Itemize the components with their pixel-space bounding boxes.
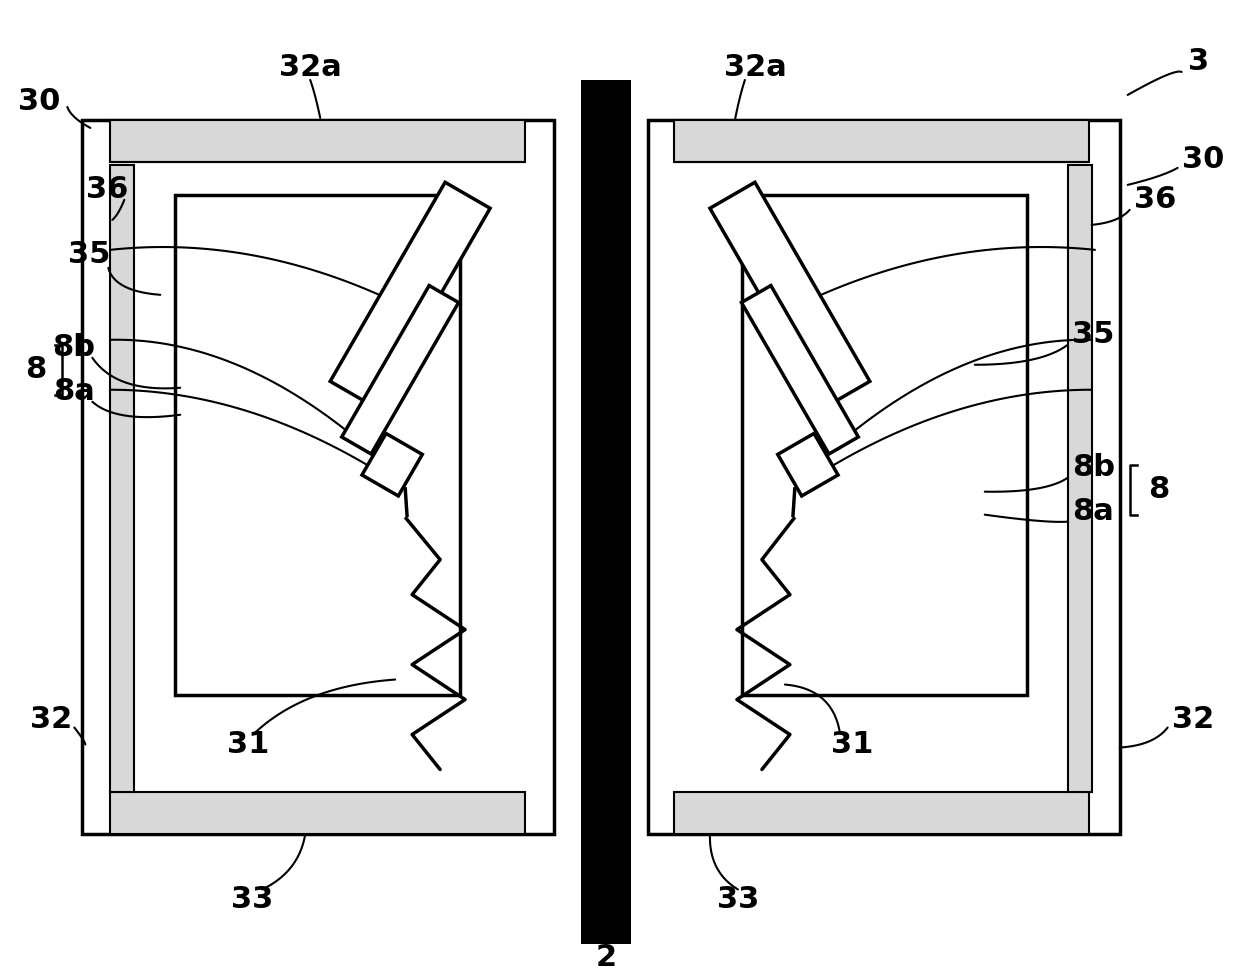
Polygon shape <box>362 433 423 496</box>
Text: 32: 32 <box>30 705 72 734</box>
Bar <box>582 80 631 945</box>
Bar <box>649 120 1120 834</box>
Bar <box>110 165 134 793</box>
Text: 35: 35 <box>68 240 110 269</box>
Bar <box>675 793 1089 834</box>
Text: 32: 32 <box>1172 705 1214 734</box>
Text: 30: 30 <box>19 88 61 116</box>
Text: 8: 8 <box>25 355 46 385</box>
Bar <box>175 195 460 695</box>
Text: 3: 3 <box>1188 48 1209 76</box>
Text: 8a: 8a <box>1071 497 1114 526</box>
Text: 30: 30 <box>1182 145 1224 175</box>
Text: 36: 36 <box>1133 185 1176 215</box>
Text: 2: 2 <box>595 943 616 972</box>
Polygon shape <box>711 183 869 407</box>
Text: 36: 36 <box>86 176 128 204</box>
Polygon shape <box>742 286 858 454</box>
Bar <box>742 195 1027 695</box>
Text: 8b: 8b <box>1071 453 1115 482</box>
Bar <box>675 120 1089 162</box>
Text: 8: 8 <box>1148 475 1169 505</box>
Text: 8b: 8b <box>52 333 95 362</box>
Polygon shape <box>777 433 838 496</box>
Text: 8a: 8a <box>53 378 95 406</box>
Text: 32a: 32a <box>723 54 786 82</box>
Bar <box>82 120 554 834</box>
Text: 33: 33 <box>231 885 273 914</box>
Bar <box>1068 165 1091 793</box>
Text: 31: 31 <box>227 730 269 759</box>
Text: 31: 31 <box>831 730 873 759</box>
Bar <box>110 120 525 162</box>
Text: 33: 33 <box>717 885 759 914</box>
Polygon shape <box>342 286 459 454</box>
Text: 32a: 32a <box>279 54 341 82</box>
Polygon shape <box>330 183 490 407</box>
Text: 35: 35 <box>1071 320 1114 349</box>
Bar <box>110 793 525 834</box>
